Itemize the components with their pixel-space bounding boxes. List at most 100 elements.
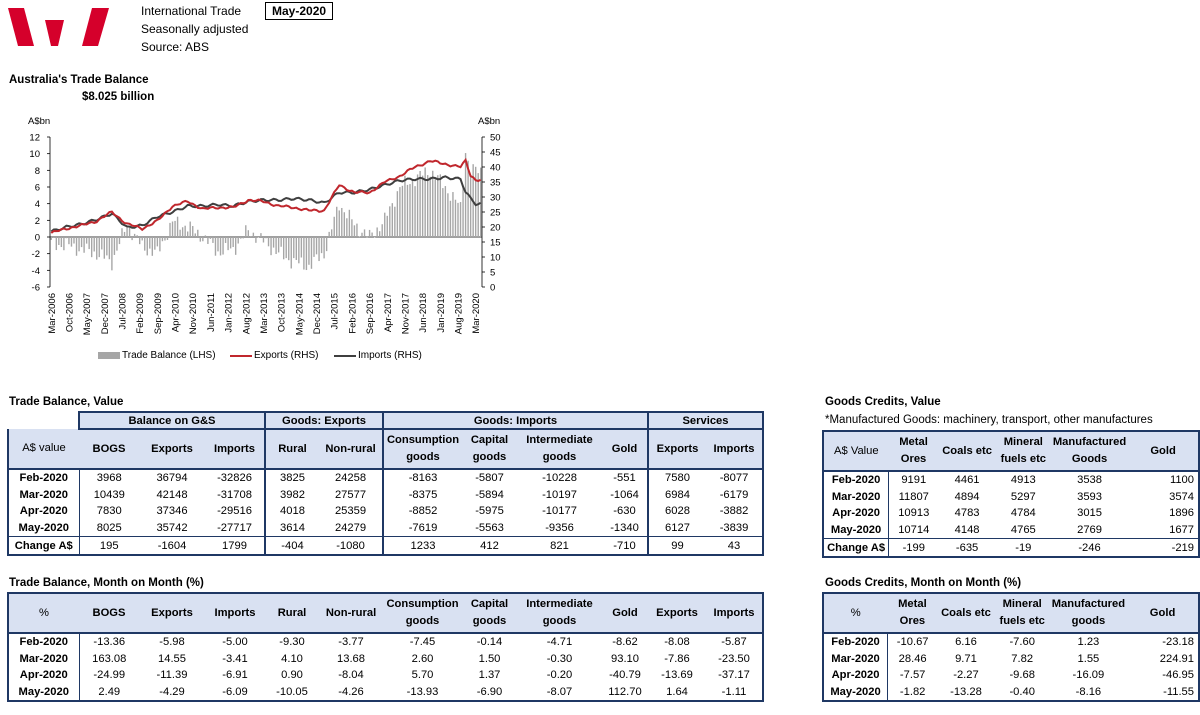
- balance-bar: [363, 229, 366, 237]
- table-cell: -246: [1050, 538, 1129, 558]
- table-cell: -19: [995, 538, 1051, 558]
- x-tick-label: Jan-2019: [436, 293, 447, 333]
- balance-bar: [389, 206, 391, 237]
- balance-bar: [424, 167, 426, 237]
- balance-bar: [116, 237, 118, 251]
- balance-bar: [469, 176, 472, 237]
- column-header: Capital goods: [462, 429, 517, 470]
- trade-balance-chart: A$bn A$bn -6 -4 -2 0 2 4 6 8 10 12 0 5 10 15 20 25 30 35 40 4…: [28, 116, 501, 335]
- table-cell: 3574: [1128, 488, 1200, 505]
- table-cell: 112.70: [602, 683, 648, 702]
- table-cell: -1340: [610, 521, 639, 534]
- table-cell: -1064: [610, 488, 639, 501]
- balance-bar: [282, 237, 285, 260]
- balance-bar: [295, 237, 298, 260]
- row-label: Mar-2020: [822, 488, 890, 505]
- table-cell: -13.36: [93, 636, 126, 649]
- balance-bar: [368, 229, 371, 237]
- right-tick-label: 15: [490, 238, 501, 249]
- table-cell: -3882: [706, 503, 764, 520]
- balance-bar: [202, 237, 204, 242]
- group-goods-imports: Goods: Imports: [382, 411, 649, 430]
- balance-bar: [242, 237, 244, 239]
- table-cell: 24258: [334, 472, 367, 485]
- period-box: May-2020: [265, 2, 334, 20]
- legend-swatch-balance: [98, 352, 120, 359]
- table-cell: 1100: [1128, 471, 1200, 489]
- balance-bar: [419, 170, 421, 237]
- balance-bar: [98, 237, 100, 258]
- column-header: %: [822, 592, 888, 634]
- row-label: Mar-2020: [7, 486, 80, 503]
- table-cell: 412: [462, 536, 517, 556]
- table-cell: -8.62: [612, 636, 638, 649]
- goods-value-note: *Manufactured Goods: machinery, transpor…: [825, 414, 1153, 426]
- x-tick-label: Sep-2009: [153, 293, 164, 334]
- table-cell: 1677: [1128, 521, 1200, 539]
- column-header: Imports: [205, 429, 265, 470]
- balance-bar: [101, 237, 103, 250]
- x-tick-label: Feb-2009: [135, 293, 146, 334]
- table-cell: 2.60: [411, 652, 434, 665]
- column-header: Gold: [1127, 592, 1200, 634]
- balance-bar: [144, 237, 146, 251]
- left-tick-label: 12: [29, 133, 40, 144]
- column-header: Gold: [602, 592, 648, 634]
- column-header-line2: goods: [542, 615, 577, 627]
- column-header: Imports: [706, 429, 764, 470]
- table-cell: -23.18: [1127, 633, 1200, 651]
- table-cell: -7.86: [664, 652, 690, 665]
- table-cell: 4894: [954, 490, 980, 503]
- column-header-line2: goods: [406, 451, 440, 463]
- table-cell: -13.93: [383, 683, 462, 702]
- balance-bar: [123, 231, 126, 237]
- table-cell: 3015: [1077, 507, 1102, 520]
- right-tick-label: 50: [490, 133, 501, 144]
- trade-mom-title: Trade Balance, Month on Month (%): [9, 577, 204, 589]
- left-tick-label: 4: [35, 199, 40, 210]
- table-cell: 93.10: [611, 652, 639, 665]
- table-row: Mar-2020 28.46 9.71 7.82 1.55 224.91: [822, 650, 1200, 667]
- table-cell: -40.79: [609, 669, 641, 682]
- balance-bar: [55, 237, 58, 251]
- trade-value-table: Balance on G&S Goods: Exports Goods: Imp…: [7, 411, 764, 556]
- balance-bar: [131, 237, 133, 241]
- balance-bar: [338, 210, 340, 237]
- group-spacer: [8, 412, 79, 429]
- balance-bar: [237, 237, 239, 244]
- column-header-line2: goods: [542, 451, 577, 463]
- header-row: A$ Value Metal Ores Coals etc Mineral fuels e…: [822, 430, 1200, 472]
- left-tick-label: 10: [29, 149, 40, 160]
- balance-bar: [411, 179, 414, 237]
- column-header: Intermediate goods: [517, 429, 602, 470]
- balance-bar: [432, 170, 434, 237]
- balance-bar: [341, 207, 343, 237]
- table-cell: -23.50: [706, 650, 764, 667]
- row-label: Feb-2020: [822, 633, 889, 651]
- table-cell: 1799: [205, 536, 265, 556]
- x-tick-label: Mar-2013: [259, 293, 270, 334]
- balance-bar: [439, 174, 442, 237]
- column-header-line2: goods: [1071, 615, 1106, 627]
- table-cell: -710: [602, 536, 648, 556]
- table-cell: 4784: [1010, 507, 1036, 520]
- x-tick-label: Nov-2010: [188, 293, 199, 334]
- balance-bar: [457, 202, 459, 237]
- balance-bar: [250, 236, 252, 237]
- table-row: Mar-2020 163.08 14.55 -3.41 4.10 13.68 2.60 1.5…: [7, 650, 764, 667]
- column-header: Coals etc: [937, 592, 995, 634]
- table-cell: -4.29: [139, 683, 205, 702]
- balance-bar: [159, 237, 161, 252]
- balance-bar: [333, 216, 335, 237]
- balance-bar: [171, 221, 174, 237]
- balance-bar: [285, 237, 287, 259]
- balance-bar: [78, 237, 80, 252]
- balance-bar: [404, 175, 406, 237]
- column-header: Non-rural: [319, 429, 383, 470]
- balance-bar: [121, 228, 123, 237]
- balance-bar: [353, 225, 356, 237]
- column-header-line2: Goods: [1071, 453, 1108, 465]
- table-cell: 1.37: [478, 669, 501, 682]
- balance-bar: [315, 237, 318, 255]
- balance-bar: [384, 212, 386, 237]
